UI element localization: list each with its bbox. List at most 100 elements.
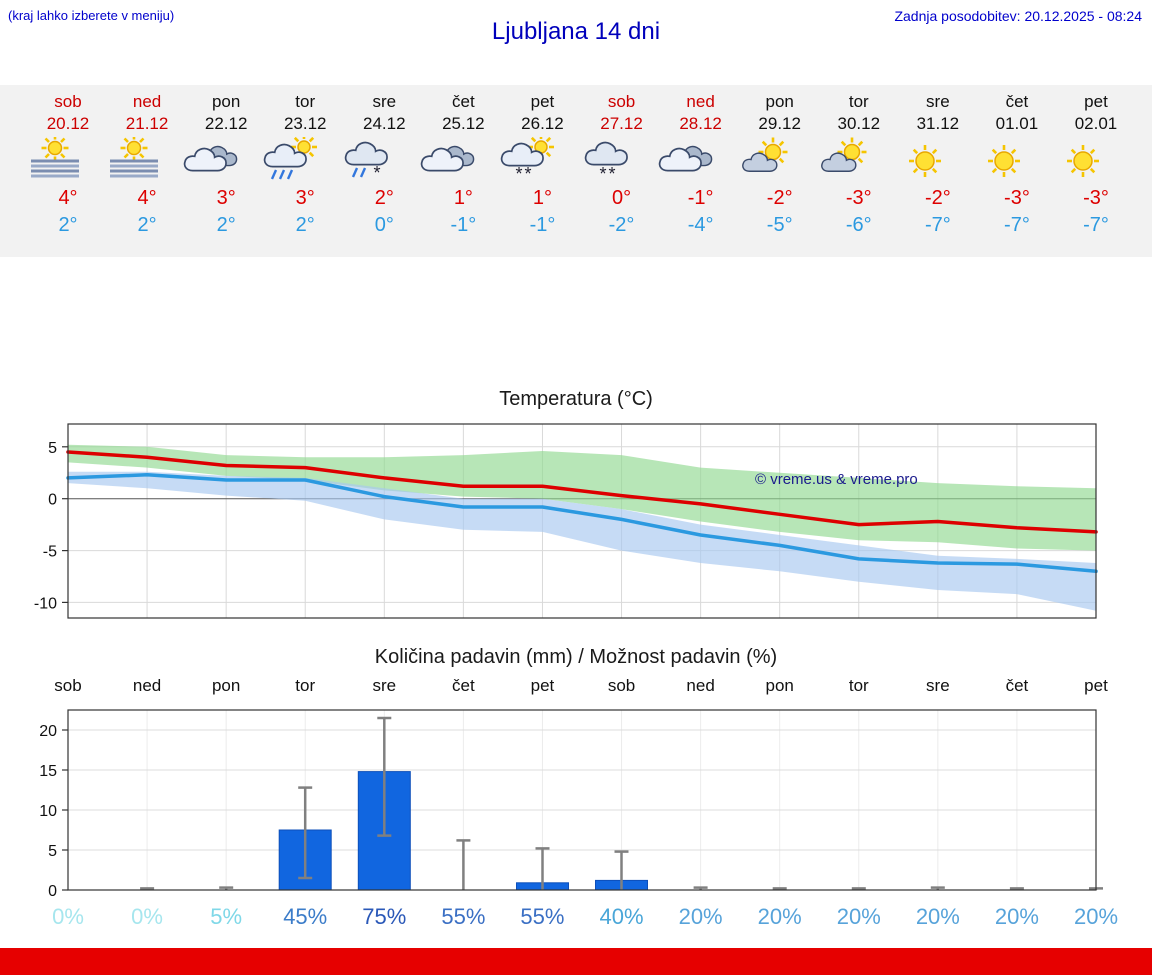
forecast-day-31.12[interactable]: sre 31.12 -2° -7° <box>893 91 983 239</box>
forecast-strip: sob 20.12 4° 2° ned 21.12 4° 2° pon 22.12 3° 2° tor 2… <box>0 85 1152 257</box>
precip-probability: 40% <box>599 904 644 929</box>
temp-high: 3° <box>295 187 315 209</box>
forecast-day-22.12[interactable]: pon 22.12 3° 2° <box>181 91 271 239</box>
fog-sun-icon <box>23 137 113 183</box>
precip-day-label: sre <box>372 676 397 695</box>
forecast-day-20.12[interactable]: sob 20.12 4° 2° <box>23 91 113 239</box>
svg-text:*: * <box>374 163 381 183</box>
precip-day-label: sob <box>54 676 82 695</box>
temp-low: -4° <box>687 214 714 236</box>
forecast-day-29.12[interactable]: pon 29.12 -2° -5° <box>735 91 825 239</box>
forecast-day-01.01[interactable]: čet 01.01 -3° -7° <box>972 91 1062 239</box>
day-name: čet <box>1005 92 1029 111</box>
day-date: 02.01 <box>1074 114 1118 133</box>
temp-low: -1° <box>450 214 477 236</box>
forecast-day-02.01[interactable]: pet 02.01 -3° -7° <box>1051 91 1141 239</box>
temperature-chart: 5 0 -5 -10 © vreme.us & vreme.pro <box>34 423 1098 619</box>
location-hint: (kraj lahko izberete v meniju) <box>8 8 175 23</box>
temp-high: 3° <box>216 187 236 209</box>
day-date: 27.12 <box>600 114 643 133</box>
precip-probability: 0% <box>131 904 163 929</box>
temp-high: -3° <box>1004 187 1030 209</box>
temp-high: 0° <box>611 187 632 209</box>
day-name: pet <box>530 92 555 111</box>
temperature-chart-title: Temperatura (°C) <box>499 388 653 410</box>
day-date: 23.12 <box>283 114 327 133</box>
day-name: pon <box>765 92 794 111</box>
precip-probability: 20% <box>836 904 881 929</box>
day-date: 30.12 <box>837 114 881 133</box>
page-title: Ljubljana 14 dni <box>491 18 661 45</box>
temp-high: -1° <box>687 187 714 209</box>
fog-sun-icon <box>102 137 192 183</box>
precip-probability: 20% <box>757 904 802 929</box>
day-date: 29.12 <box>758 114 801 133</box>
sun-cloud-icon <box>735 137 825 183</box>
svg-text:15: 15 <box>39 763 57 780</box>
precip-probability: 55% <box>520 904 565 929</box>
spacer <box>0 628 1152 646</box>
day-date: 28.12 <box>679 114 722 133</box>
footer-bar <box>0 948 1152 975</box>
forecast-day-28.12[interactable]: ned 28.12 -1° -4° <box>656 91 746 239</box>
day-date: 20.12 <box>46 114 90 133</box>
temp-low: -7° <box>924 214 951 236</box>
cloudy-icon <box>181 137 271 183</box>
precip-day-label: čet <box>452 676 475 695</box>
precip-day-label: ned <box>132 676 162 695</box>
precip-probability: 20% <box>915 904 960 929</box>
sunny-icon <box>972 137 1062 183</box>
day-name: ned <box>132 92 162 111</box>
spacer <box>0 257 1152 388</box>
temp-high: 1° <box>532 187 553 209</box>
temp-high: 4° <box>137 187 157 209</box>
forecast-day-21.12[interactable]: ned 21.12 4° 2° <box>102 91 192 239</box>
last-updated: Zadnja posodobitev: 20.12.2025 - 08:24 <box>894 8 1142 24</box>
day-name: čet <box>452 92 475 111</box>
temp-low: -7° <box>1004 214 1030 236</box>
forecast-day-25.12[interactable]: čet 25.12 1° -1° <box>418 91 508 239</box>
precip-day-label: pet <box>530 676 555 695</box>
svg-text:*: * <box>599 164 606 183</box>
precip-day-label: ned <box>686 676 715 695</box>
precip-day-labels: sob ned pon tor sre čet pet sob ned pon tor sre čet p… <box>0 676 1152 702</box>
svg-text:-10: -10 <box>34 595 57 612</box>
day-name: tor <box>295 92 316 111</box>
rain-snow-icon: * <box>339 137 429 183</box>
day-name: sob <box>54 92 82 111</box>
precip-day-label: tor <box>295 676 316 695</box>
precip-probability: 20% <box>678 904 723 929</box>
day-date: 21.12 <box>125 114 169 133</box>
sun-snow-icon: * * <box>497 137 587 183</box>
precip-probability: 55% <box>441 904 486 929</box>
temp-low: -5° <box>766 214 793 236</box>
day-name: ned <box>686 92 715 111</box>
precip-day-label: pon <box>765 676 794 695</box>
sun-rain-icon <box>260 137 350 183</box>
day-name: tor <box>848 92 869 111</box>
precip-day-label: pon <box>211 676 241 695</box>
forecast-day-24.12[interactable]: sre 24.12 * 2° 0° <box>339 91 429 239</box>
precip-day-label: sob <box>607 676 636 695</box>
forecast-day-26.12[interactable]: pet 26.12 * * 1° -1° <box>497 91 587 239</box>
precip-day-label: tor <box>848 676 869 695</box>
temp-low: -7° <box>1083 214 1109 236</box>
forecast-day-30.12[interactable]: tor 30.12 -3° -6° <box>814 91 904 239</box>
temp-low: 2° <box>137 214 157 236</box>
svg-text:5: 5 <box>48 843 57 860</box>
day-date: 25.12 <box>442 114 485 133</box>
sunny-icon <box>893 137 983 183</box>
svg-text:*: * <box>525 164 532 183</box>
precip-day-label: sre <box>926 676 950 695</box>
precip-probability: 20% <box>1073 904 1119 929</box>
day-date: 24.12 <box>363 114 406 133</box>
precip-probability: 20% <box>994 904 1039 929</box>
day-name: sob <box>607 92 636 111</box>
forecast-day-27.12[interactable]: sob 27.12 * * 0° -2° <box>577 91 667 239</box>
precipitation-chart-title: Količina padavin (mm) / Možnost padavin … <box>374 646 778 668</box>
day-date: 22.12 <box>204 114 248 133</box>
precip-day-label: čet <box>1005 676 1029 695</box>
temp-high: -3° <box>845 187 872 209</box>
forecast-day-23.12[interactable]: tor 23.12 3° 2° <box>260 91 350 239</box>
temp-low: 2° <box>58 214 78 236</box>
